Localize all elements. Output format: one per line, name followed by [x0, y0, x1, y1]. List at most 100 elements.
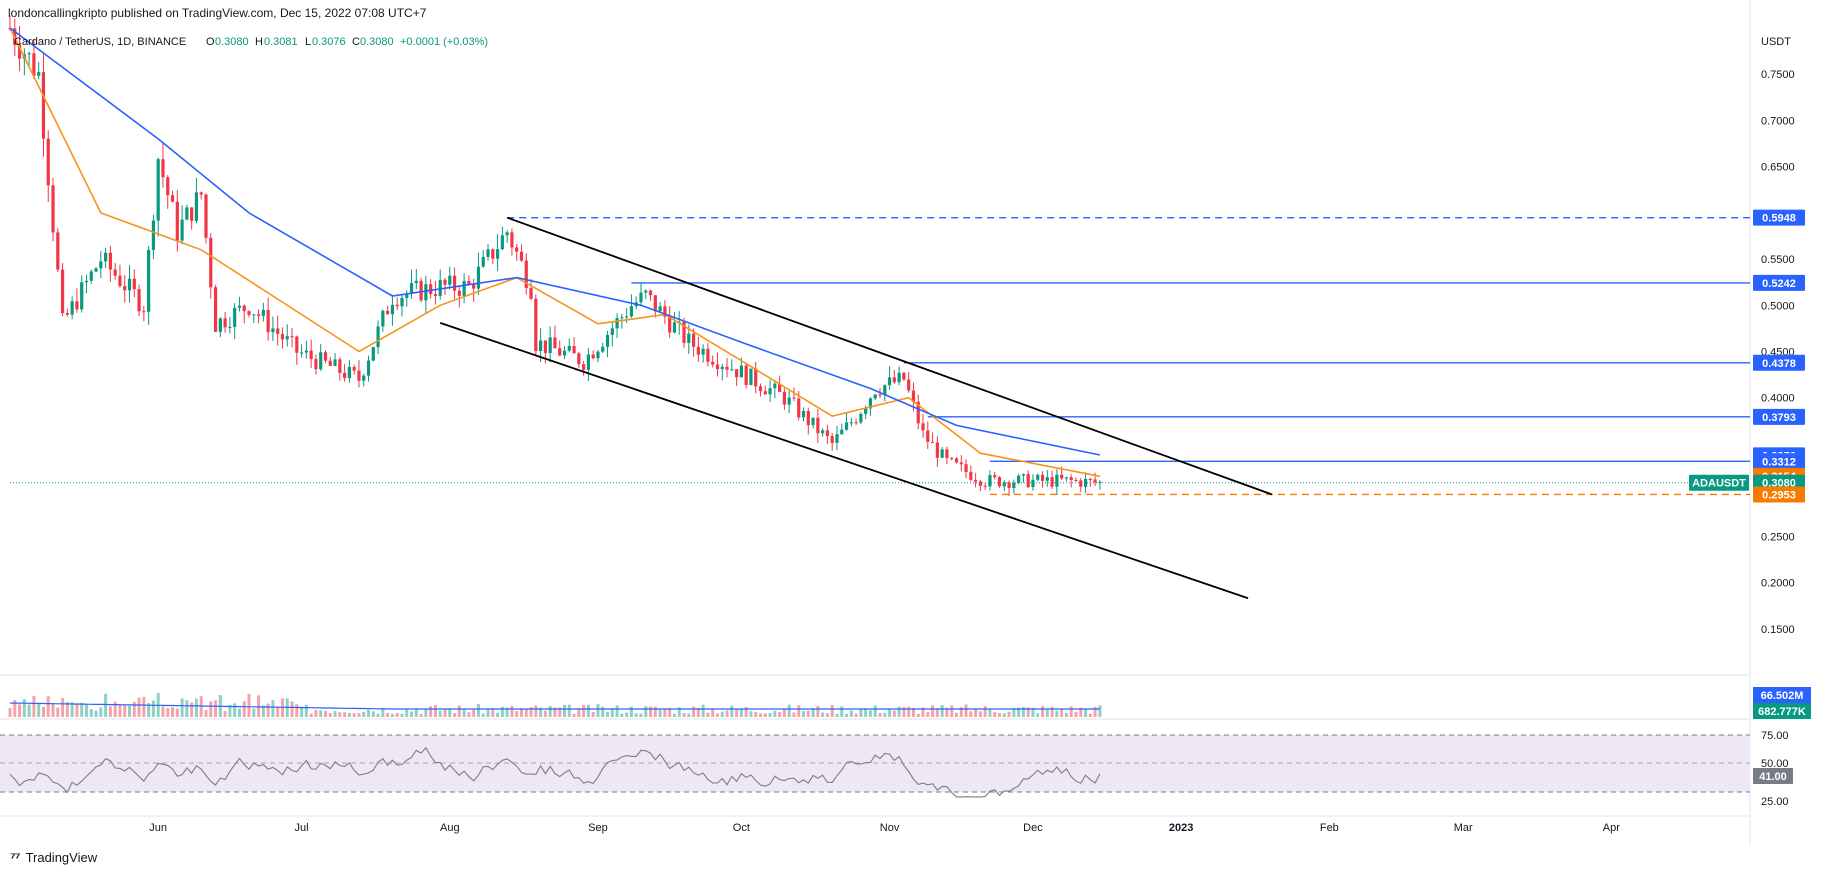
- volume-bar: [104, 693, 108, 717]
- volume-bar: [433, 705, 437, 717]
- volume-bar: [1026, 707, 1030, 717]
- candle-body: [156, 159, 160, 221]
- candle-body: [127, 278, 132, 291]
- volume-bar: [945, 707, 949, 717]
- candle-body: [539, 340, 543, 352]
- volume-bar: [701, 704, 705, 717]
- candle-body: [233, 307, 237, 327]
- volume-tag-label: 66.502M: [1761, 690, 1804, 702]
- candle-body: [37, 72, 41, 76]
- candle-body: [32, 53, 36, 76]
- candle-body: [1069, 477, 1073, 481]
- candle-body: [615, 318, 619, 329]
- volume-bar: [868, 710, 872, 717]
- candle-body: [438, 279, 442, 296]
- volume-bar: [214, 700, 218, 717]
- candle-body: [247, 311, 251, 315]
- volume-bar: [773, 710, 777, 717]
- candle-body: [754, 368, 758, 387]
- volume-bar: [563, 704, 567, 717]
- volume-bar: [577, 708, 581, 717]
- volume-bar: [295, 704, 299, 717]
- candle-body: [1083, 478, 1088, 487]
- candle-body: [252, 314, 256, 316]
- volume-bar: [644, 706, 648, 717]
- volume-bar: [290, 701, 294, 717]
- volume-tag-label: 682.777K: [1758, 706, 1806, 718]
- volume-bar: [873, 705, 877, 717]
- volume-bar: [1055, 710, 1059, 717]
- time-tick-label: Aug: [440, 822, 460, 834]
- volume-bar: [548, 705, 552, 717]
- candle-body: [672, 322, 677, 333]
- volume-bar: [261, 705, 265, 717]
- candle-body: [734, 369, 739, 378]
- volume-bar: [606, 711, 610, 717]
- candle-body: [261, 310, 265, 316]
- rsi-line: [9, 746, 1101, 798]
- volume-bar: [410, 711, 414, 717]
- volume-bar: [888, 709, 892, 717]
- candle-body: [161, 159, 165, 178]
- candle-body: [954, 458, 959, 463]
- volume-bar: [519, 708, 523, 717]
- volume-bar: [950, 705, 954, 717]
- candle-body: [89, 271, 93, 281]
- candle-body: [1040, 474, 1045, 481]
- candle-body: [371, 347, 375, 361]
- candle-body: [328, 360, 332, 366]
- volume-bar: [1069, 706, 1073, 717]
- candle-body: [1050, 477, 1054, 487]
- candle-body: [175, 201, 179, 241]
- candle-body: [830, 435, 834, 443]
- volume-pane: 66.502M 682.777K: [8, 687, 1811, 719]
- candle-body: [323, 352, 328, 361]
- volume-bar: [1060, 709, 1064, 717]
- time-tick-label: Apr: [1603, 822, 1620, 834]
- candle-body: [1036, 474, 1040, 480]
- candle-body: [854, 422, 858, 424]
- price-tick-label: 0.2000: [1761, 578, 1795, 590]
- candle-body: [271, 328, 275, 333]
- candle-body: [481, 256, 485, 267]
- candle-body: [467, 280, 471, 285]
- volume-bar: [974, 708, 978, 717]
- candle-body: [935, 442, 939, 458]
- volume-bar: [983, 706, 987, 717]
- volume-bar: [233, 703, 237, 717]
- candle-body: [768, 388, 772, 395]
- volume-bar: [128, 705, 132, 717]
- volume-bar: [586, 704, 590, 717]
- volume-bar: [486, 708, 490, 717]
- volume-tag: [1753, 687, 1811, 703]
- candle-body: [821, 430, 825, 434]
- volume-bar: [1021, 706, 1025, 717]
- volume-bar: [500, 706, 504, 717]
- volume-bar: [1064, 712, 1068, 717]
- volume-bar: [151, 700, 155, 717]
- volume-bar: [1050, 706, 1054, 717]
- candle-body: [147, 249, 151, 312]
- volume-bar: [257, 695, 261, 717]
- candle-body: [586, 354, 591, 370]
- volume-bar: [825, 713, 829, 717]
- candle-body: [930, 441, 935, 443]
- candle-body: [70, 301, 74, 315]
- volume-bar: [959, 707, 963, 717]
- legend-change: +0.0001 (+0.03%): [400, 36, 488, 48]
- rsi-tick-label: 75.00: [1761, 730, 1789, 742]
- volume-bar: [653, 706, 657, 717]
- candle-body: [151, 220, 156, 250]
- time-tick-label: Feb: [1320, 822, 1339, 834]
- candle-body: [333, 359, 337, 366]
- candle-body: [983, 485, 987, 487]
- ma-long-line: [9, 27, 1101, 456]
- price-chart[interactable]: 66.502M 682.777K 75.00 50.00 25.00 41.00 USD…: [0, 0, 1834, 845]
- volume-bar: [1002, 713, 1006, 717]
- volume-bar: [491, 708, 495, 717]
- candle-body: [304, 350, 308, 353]
- candle-body: [1074, 480, 1078, 482]
- volume-bar: [252, 708, 256, 717]
- price-tick-label: 0.5500: [1761, 254, 1795, 266]
- candle-body: [849, 422, 853, 424]
